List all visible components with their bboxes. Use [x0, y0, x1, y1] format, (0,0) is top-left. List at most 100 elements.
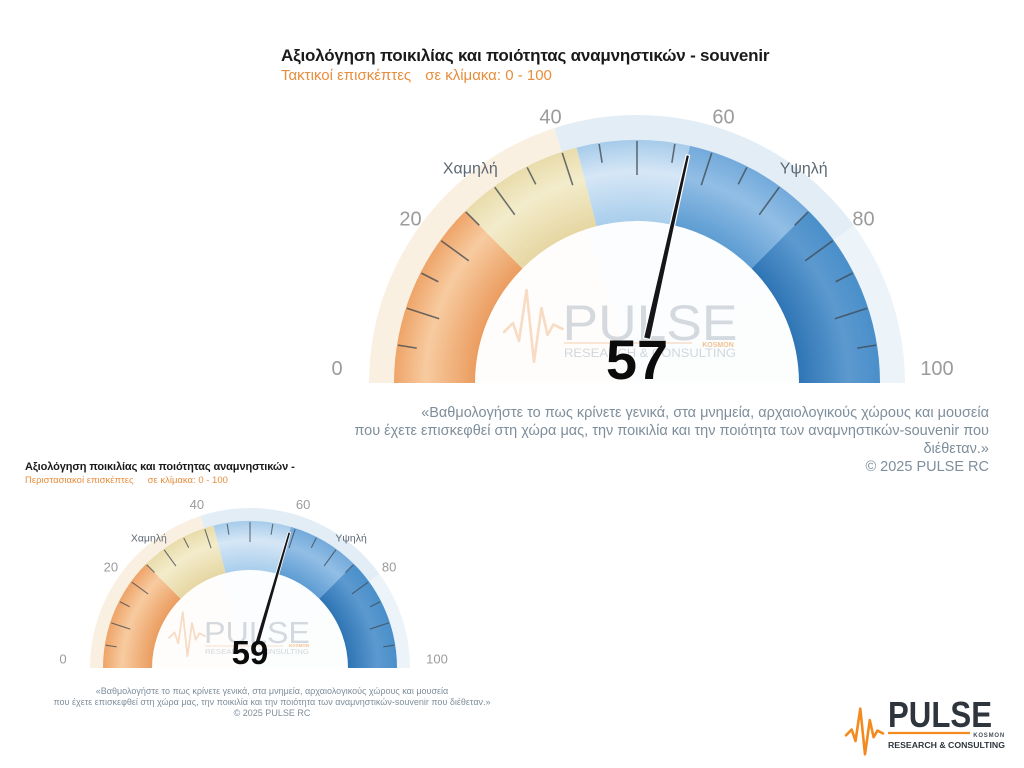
gauge-tick: [440, 240, 470, 262]
gauge-axis-label: 60: [296, 497, 310, 512]
gauge-tick: [494, 186, 516, 216]
gauge-tick: [737, 167, 748, 185]
gauge-tick: [465, 211, 480, 226]
gauge-needle: [643, 154, 691, 340]
note-line-1: «Βαθμολογήστε το πως κρίνετε γενικά, στα…: [421, 405, 989, 421]
gauge-axis-label: 60: [712, 107, 734, 129]
watermark-pulse-wave-icon: [168, 611, 206, 658]
gauge-axis-label: 80: [382, 559, 396, 574]
gauge-tick: [561, 152, 574, 186]
gauge-segment-darkblue: [319, 564, 397, 668]
survey-question-note-small: «Βαθμολογήστε το πως κρίνετε γενικά, στα…: [38, 686, 506, 719]
note-line-2: που έχετε επισκεφθεί στη χώρα μας, την π…: [53, 697, 491, 707]
chart-title: Αξιολόγηση ποικιλίας και ποιότητας αναμν…: [281, 46, 770, 65]
pulse-rc-logo: PULSE KOSMON RESEARCH & CONSULTING: [842, 688, 1012, 756]
gauge-tick: [526, 167, 537, 185]
gauge-zone-label: Χαμηλή: [443, 161, 498, 178]
gauge-tick: [804, 240, 834, 262]
gauge-axis-label: 80: [852, 208, 874, 230]
subtitle-scale: σε κλίμακα: 0 - 100: [147, 475, 228, 486]
gauge-segment-midblue: [277, 526, 354, 599]
copyright: © 2025 PULSE RC: [865, 459, 989, 475]
logo-pulse-wave-icon: [844, 707, 885, 756]
gauge-zone-label: Χαμηλή: [131, 532, 167, 544]
gauge-segment-orange: [394, 211, 523, 383]
gauge-needle: [255, 531, 291, 644]
gauge-tick: [323, 549, 337, 567]
watermark-badge-text: KOSMON: [702, 342, 734, 349]
gauge-tick: [700, 152, 713, 186]
gauge-tick: [131, 581, 149, 595]
gauge-tick: [421, 272, 439, 283]
gauge-inner-disc: [475, 221, 799, 403]
copyright: © 2025 PULSE RC: [233, 708, 311, 718]
gauge-tick: [794, 211, 809, 226]
gauge-tick: [204, 528, 212, 549]
chart-subtitle: Τακτικοί επισκέπτες σε κλίμακα: 0 - 100: [281, 67, 552, 84]
gauge-tick: [345, 564, 354, 573]
gauge-tick: [163, 549, 177, 567]
gauge-tick: [397, 344, 417, 349]
gauge-axis-label: 20: [399, 208, 421, 230]
gauge-segment-tan: [465, 147, 597, 269]
gauge-zone-label: Υψηλή: [780, 161, 828, 178]
gauge-inner-disc: [152, 570, 348, 681]
gauge-zone-label: Υψηλή: [335, 532, 367, 544]
gauge-segment-lightblue: [576, 140, 691, 227]
pulse-rc-logo-svg: PULSE KOSMON RESEARCH & CONSULTING: [844, 694, 1005, 756]
gauge-tick: [834, 307, 868, 320]
chart-subtitle-small: Περιστασιακοί επισκέπτες σε κλίμακα: 0 - …: [25, 475, 228, 486]
gauge-tick: [671, 143, 676, 163]
note-line-1: «Βαθμολογήστε το πως κρίνετε γενικά, στα…: [95, 686, 449, 696]
gauge-tick: [351, 581, 369, 595]
gauge-tick: [369, 622, 390, 630]
gauge-tick: [119, 601, 130, 608]
subtitle-group: Περιστασιακοί επισκέπτες: [25, 475, 134, 486]
gauge-value: 59: [232, 634, 269, 671]
gauge-value: 57: [606, 328, 668, 391]
gauge-tick: [270, 523, 274, 535]
gauge-tick: [226, 523, 230, 535]
gauge-tick: [758, 186, 780, 216]
watermark-tagline-text: RESEARCH & CONSULTING: [205, 649, 309, 656]
chart-title-small: Αξιολόγηση ποικιλίας και ποιότητας αναμν…: [25, 461, 295, 473]
gauge-tick: [105, 644, 117, 648]
gauge-tick: [857, 344, 877, 349]
gauge-tick: [598, 143, 603, 163]
gauge-axis-label: 40: [539, 107, 561, 129]
gauge-segment-orange: [103, 564, 181, 668]
gauge-tick: [146, 564, 155, 573]
watermark-brand-text: PULSE: [204, 615, 310, 650]
gauge-axis-label: 100: [920, 358, 953, 380]
watermark-badge-text: KOSMON: [289, 643, 309, 648]
gauge-tick: [110, 622, 131, 630]
gauge-tick: [288, 528, 296, 549]
gauge-axis-label: 0: [331, 358, 342, 380]
gauge-tick: [406, 307, 440, 320]
gauge-segment-tan: [146, 525, 226, 599]
gauge-tick: [310, 537, 317, 548]
note-line-2: που έχετε επισκεφθεί στη χώρα μας, την π…: [354, 423, 989, 457]
gauge-tick: [383, 644, 395, 648]
gauge-tick: [835, 272, 853, 283]
subtitle-group: Τακτικοί επισκέπτες: [281, 67, 412, 84]
logo-badge-text: KOSMON: [973, 733, 1005, 739]
gauge-tick: [370, 601, 381, 608]
gauge-tick: [183, 537, 190, 548]
gauge-axis-label: 0: [59, 652, 66, 667]
gauge-axis-label: 20: [104, 559, 118, 574]
watermark-pulse-wave-icon: [502, 288, 564, 364]
gauge-axis-label: 40: [190, 497, 204, 512]
gauge-axis-label: 100: [426, 652, 448, 667]
logo-tagline-text: RESEARCH & CONSULTING: [888, 741, 1005, 750]
gauge-segment-midblue: [672, 145, 809, 269]
watermark-tagline-text: RESEARCH & CONSULTING: [564, 348, 736, 360]
subtitle-scale: σε κλίμακα: 0 - 100: [425, 67, 552, 84]
gauge-segment-darkblue: [751, 211, 880, 383]
logo-brand-text: PULSE: [888, 694, 992, 735]
